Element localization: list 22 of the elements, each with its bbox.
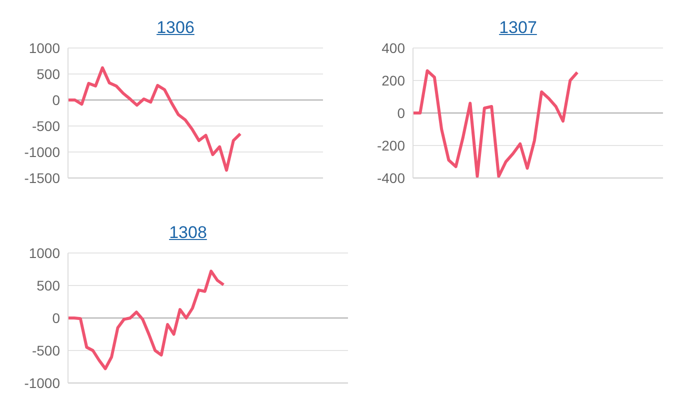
y-tick-label: -1500 [24,170,60,186]
y-tick-label: 1000 [28,244,60,261]
line-series [413,69,579,178]
y-tick-label: -1000 [24,144,60,160]
line-series [68,270,226,370]
y-tick-label: 500 [36,66,60,82]
chart-title: 1308 [168,223,208,244]
y-tick-label: -400 [376,170,406,186]
y-tick-label: 400 [382,40,406,56]
chart-title: 1307 [498,18,538,39]
line-series [68,66,242,172]
y-tick-label: -1000 [24,374,60,391]
y-tick-label: -500 [32,342,60,358]
y-tick-label: 1000 [28,40,60,56]
y-tick-label: -500 [32,118,60,134]
y-tick-label: 0 [397,104,406,121]
y-tick-label: 200 [382,72,406,88]
chart-title: 1306 [156,18,196,39]
y-tick-label: -200 [376,137,406,154]
y-tick-label: 500 [36,277,60,294]
y-tick-label: 0 [52,92,60,108]
y-tick-label: 0 [52,310,60,326]
